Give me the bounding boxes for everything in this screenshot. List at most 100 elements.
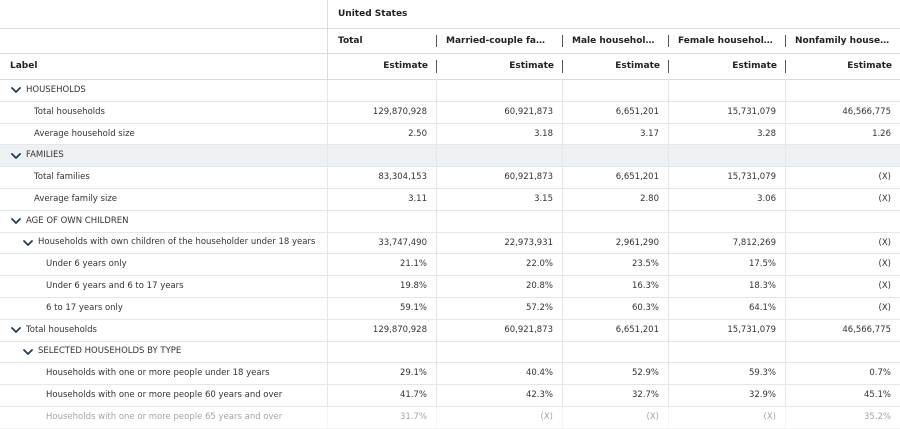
column-header-label[interactable]: Label (10, 61, 38, 71)
row-label-text: Total families (34, 172, 90, 183)
chevron-down-icon[interactable] (10, 84, 22, 96)
cell-value: 1.26 (785, 123, 900, 145)
subheader-estimate[interactable]: Estimate (785, 54, 900, 79)
chevron-down-icon[interactable] (10, 150, 22, 162)
row-label: Households with one or more people 65 ye… (0, 407, 327, 428)
column-header-male-householder[interactable]: Male householder... (562, 29, 668, 53)
cell-value: 2.50 (327, 123, 436, 145)
chevron-down-icon[interactable] (22, 346, 34, 358)
subheader-estimate[interactable]: Estimate (562, 54, 668, 79)
cell-value: 64.1% (668, 297, 785, 319)
row-label-text: HOUSEHOLDS (26, 84, 86, 95)
row-label: 6 to 17 years only (0, 298, 327, 319)
cell-value: 59.1% (327, 297, 436, 319)
cell-value: 15,731,079 (668, 167, 785, 188)
cell-value: 40.4% (436, 363, 562, 385)
row-label-text: Households with own children of the hous… (38, 237, 316, 248)
cell-value: 33,747,490 (327, 232, 436, 254)
cell-value: 60,921,873 (436, 319, 562, 341)
cell-value: 17.5% (668, 254, 785, 276)
row-label[interactable]: AGE OF OWN CHILDREN (0, 211, 327, 232)
table-row: Under 6 years and 6 to 17 years 19.8% 20.8… (0, 276, 900, 298)
table-row: Households with own children of the hous… (0, 232, 900, 255)
table-row: AGE OF OWN CHILDREN (0, 210, 900, 233)
column-header-nonfamily[interactable]: Nonfamily household (785, 29, 900, 53)
row-label-text: Average household size (34, 128, 135, 139)
cell-value (785, 210, 900, 232)
cell-value: 60,921,873 (436, 101, 562, 123)
cell-value: 18.3% (668, 276, 785, 297)
subheader-estimate[interactable]: Estimate (327, 54, 436, 79)
chevron-down-icon[interactable] (22, 237, 34, 249)
cell-value (562, 145, 668, 167)
subheader-estimate[interactable]: Estimate (436, 54, 562, 79)
chevron-down-icon[interactable] (10, 324, 22, 336)
header-blank (0, 0, 327, 28)
row-label: Under 6 years only (0, 254, 327, 275)
cell-value: 3.28 (668, 123, 785, 145)
header-group-united-states: United States (327, 0, 900, 28)
cell-value: 6,651,201 (562, 101, 668, 123)
cell-value: 29.1% (327, 363, 436, 385)
cell-value (668, 145, 785, 167)
header-columns-row: Total Married-couple family... Male hous… (0, 29, 900, 54)
header-blank-2 (0, 29, 327, 53)
cell-value: 60.3% (562, 297, 668, 319)
cell-value: (X) (436, 406, 562, 428)
cell-value (668, 210, 785, 232)
cell-value (668, 341, 785, 363)
table-row: Average family size 3.11 3.15 2.80 3.06 (X) (0, 188, 900, 211)
cell-value: 22.0% (436, 254, 562, 276)
row-label[interactable]: SELECTED HOUSEHOLDS BY TYPE (0, 342, 327, 363)
subheader-estimate[interactable]: Estimate (668, 54, 785, 79)
cell-value: 3.11 (327, 188, 436, 210)
cell-value (327, 341, 436, 363)
cell-value: (X) (785, 232, 900, 254)
row-label-text: Under 6 years and 6 to 17 years (46, 281, 184, 292)
table-row: 6 to 17 years only 59.1% 57.2% 60.3% 64.1% (X… (0, 297, 900, 320)
row-label-text: Total households (26, 324, 97, 335)
cell-value (327, 145, 436, 167)
cell-value: 129,870,928 (327, 319, 436, 341)
cell-value: 32.7% (562, 385, 668, 406)
header-estimate-row: Label Estimate Estimate Estimate Estimat… (0, 54, 900, 80)
cell-value: 6,651,201 (562, 167, 668, 188)
cell-value: 7,812,269 (668, 232, 785, 254)
table-row: HOUSEHOLDS (0, 80, 900, 102)
cell-value: 46,566,775 (785, 319, 900, 341)
row-label-text: AGE OF OWN CHILDREN (26, 215, 129, 226)
cell-value: 59.3% (668, 363, 785, 385)
cell-value (327, 80, 436, 101)
table-row: Households with one or more people 65 ye… (0, 406, 900, 429)
row-label[interactable]: HOUSEHOLDS (0, 80, 327, 101)
cell-value: 57.2% (436, 297, 562, 319)
row-label: Households with one or more people 60 ye… (0, 385, 327, 406)
column-header-total[interactable]: Total (327, 29, 436, 53)
table-row: Total households 129,870,928 60,921,873 6,6… (0, 101, 900, 124)
cell-value: 22,973,931 (436, 232, 562, 254)
row-label-text: Average family size (34, 193, 118, 204)
row-label: Total families (0, 167, 327, 188)
cell-value: 83,304,153 (327, 167, 436, 188)
table-row: Average household size 2.50 3.18 3.17 3.28 1.… (0, 123, 900, 146)
header-group-row: United States (0, 0, 900, 29)
cell-value: 2.80 (562, 188, 668, 210)
cell-value (436, 210, 562, 232)
cell-value: 52.9% (562, 363, 668, 385)
cell-value: 6,651,201 (562, 319, 668, 341)
cell-value (785, 145, 900, 167)
cell-value: (X) (562, 406, 668, 428)
chevron-down-icon[interactable] (10, 215, 22, 227)
row-label-text: SELECTED HOUSEHOLDS BY TYPE (38, 346, 182, 357)
row-label-text: FAMILIES (26, 150, 64, 161)
row-label[interactable]: FAMILIES (0, 145, 327, 166)
column-header-female-householder[interactable]: Female householder... (668, 29, 785, 53)
row-label[interactable]: Households with own children of the hous… (0, 233, 327, 254)
row-label[interactable]: Total households (0, 320, 327, 341)
cell-value: 3.06 (668, 188, 785, 210)
cell-value (668, 80, 785, 101)
cell-value: 23.5% (562, 254, 668, 276)
column-header-married-couple[interactable]: Married-couple family... (436, 29, 562, 53)
cell-value: 31.7% (327, 406, 436, 428)
